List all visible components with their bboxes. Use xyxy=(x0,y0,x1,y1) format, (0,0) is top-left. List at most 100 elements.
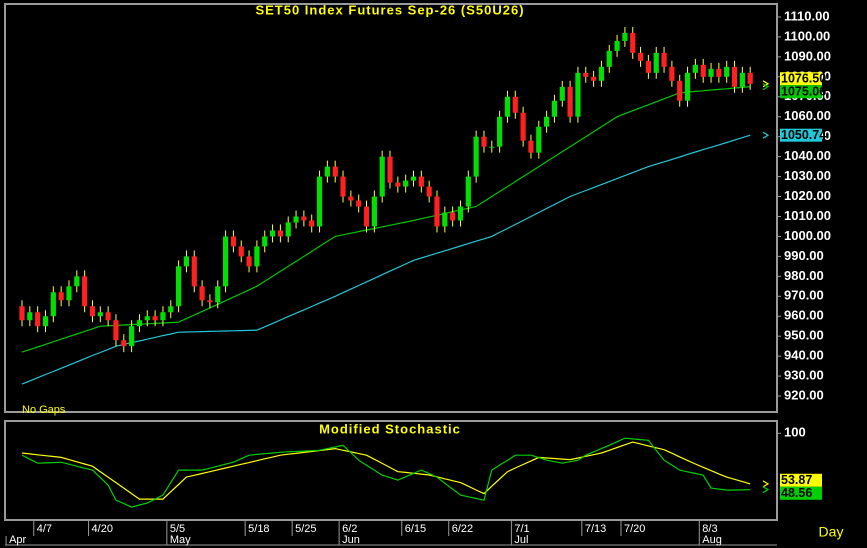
candle-body xyxy=(301,216,307,221)
value-marker-label: 1075.06 xyxy=(781,85,826,99)
candle-body xyxy=(176,266,182,307)
candle-body xyxy=(653,52,659,73)
candle-body xyxy=(113,320,119,341)
candle-body xyxy=(230,236,237,247)
candle-body xyxy=(97,312,103,317)
candle-body xyxy=(316,176,323,227)
candle-body xyxy=(739,72,745,87)
x-group-label: Jul xyxy=(514,534,528,546)
candle-body xyxy=(168,306,174,313)
candle-body xyxy=(645,60,651,73)
marker-arrow xyxy=(762,83,770,91)
candle-body xyxy=(700,64,706,77)
y-tick-label: 1060.00 xyxy=(784,108,831,123)
x-tick-label: 7/20 xyxy=(624,523,645,535)
period-label: Day xyxy=(819,524,844,540)
marker-arrow xyxy=(762,486,770,494)
y-tick-label: 1100.00 xyxy=(784,28,830,43)
candle-body xyxy=(348,196,354,201)
candle-body xyxy=(379,156,385,197)
value-marker-box xyxy=(780,128,822,142)
x-group-label: May xyxy=(170,534,191,546)
candle-body xyxy=(497,116,503,147)
y-tick-label: 1020.00 xyxy=(784,188,831,203)
candle-body xyxy=(89,306,96,317)
candle-body xyxy=(403,180,409,187)
candle-body xyxy=(191,256,197,287)
candle-body xyxy=(262,236,268,247)
candle-body xyxy=(207,300,213,303)
y-tick-label: 930.00 xyxy=(784,368,824,383)
candle-body xyxy=(504,96,511,117)
candle-body xyxy=(42,316,49,327)
candle-body xyxy=(551,100,558,117)
candle-body xyxy=(434,196,440,227)
x-group-label: Apr xyxy=(9,534,26,546)
candle-body xyxy=(426,186,432,197)
candle-body xyxy=(395,182,401,187)
candle-body xyxy=(363,206,370,227)
candle-body xyxy=(35,312,41,327)
candle-body xyxy=(575,72,581,117)
candle-body xyxy=(269,230,276,237)
candle-body xyxy=(371,196,377,227)
y-tick-label: 990.00 xyxy=(784,248,824,263)
marker-arrow xyxy=(762,80,770,88)
candle-body xyxy=(340,176,346,197)
annotation: No Gaps xyxy=(22,404,66,416)
candle-body xyxy=(387,156,393,183)
candle-body xyxy=(215,286,221,303)
candle-body xyxy=(606,50,612,67)
candle-body xyxy=(152,316,158,321)
y-tick-label: 1090.00 xyxy=(784,48,831,63)
y-tick-label: 1010.00 xyxy=(784,208,831,223)
candle-body xyxy=(136,320,143,327)
value-marker-label: 53.87 xyxy=(781,473,812,487)
indicator-line xyxy=(21,134,751,385)
y-tick-label: 1110.00 xyxy=(784,8,830,23)
candle-body xyxy=(309,220,315,227)
y-tick-label: 920.00 xyxy=(784,387,824,402)
candle-body xyxy=(129,326,135,347)
candle-body xyxy=(332,166,338,177)
candle-body xyxy=(473,136,479,177)
candle-body xyxy=(222,236,229,287)
candle-body xyxy=(74,276,80,287)
x-tick-label: 7/1 xyxy=(514,523,529,535)
candle-body xyxy=(410,176,417,181)
x-tick-label: 5/25 xyxy=(295,523,316,535)
candle-body xyxy=(590,76,597,81)
candle-body xyxy=(144,316,150,321)
candle-body xyxy=(238,246,244,257)
y-tick-label: 1030.00 xyxy=(784,168,831,183)
candle-body xyxy=(536,126,542,153)
candle-body xyxy=(199,286,205,301)
value-marker-label: 48.56 xyxy=(781,486,812,500)
candle-body xyxy=(324,166,330,177)
x-tick-label: 6/22 xyxy=(452,523,473,535)
marker-arrow xyxy=(762,131,770,139)
x-tick-label: 5/18 xyxy=(248,523,269,535)
candle-body xyxy=(19,306,25,321)
candle-body xyxy=(630,32,636,53)
price-panel xyxy=(4,3,778,413)
value-marker-box xyxy=(780,85,822,99)
candle-body xyxy=(567,86,573,117)
x-tick-label: 5/5 xyxy=(170,523,185,535)
candle-body xyxy=(465,176,471,207)
indicator-line xyxy=(21,441,751,500)
y-tick-label: 1040.00 xyxy=(784,148,831,163)
indicator-line xyxy=(21,86,751,353)
x-tick-label: 6/15 xyxy=(405,523,426,535)
y-tick-label: 940.00 xyxy=(784,348,824,363)
candle-body xyxy=(528,140,534,153)
candle-body xyxy=(598,66,605,81)
candle-body xyxy=(105,312,111,321)
stochastic-panel xyxy=(4,420,778,521)
candle-body xyxy=(246,256,252,267)
value-marker-box xyxy=(780,473,822,487)
value-marker-label: 1076.50 xyxy=(781,72,826,86)
candle-body xyxy=(614,40,620,51)
y-tick-label: 100 xyxy=(784,425,806,440)
